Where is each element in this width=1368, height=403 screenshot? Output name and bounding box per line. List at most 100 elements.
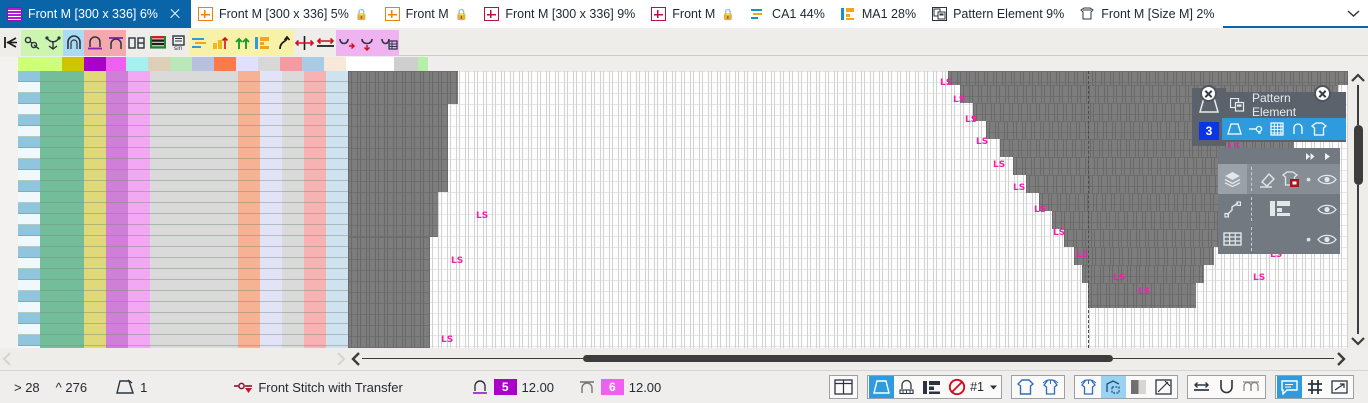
- column-band[interactable]: [40, 71, 62, 348]
- column-cell[interactable]: [106, 335, 128, 346]
- column-cell[interactable]: [0, 192, 18, 203]
- column-cell[interactable]: [326, 258, 348, 269]
- scroll-left-arrow[interactable]: [348, 351, 362, 366]
- column-cell[interactable]: [62, 192, 84, 203]
- column-cell[interactable]: [194, 291, 216, 302]
- layers-icon[interactable]: [1218, 164, 1248, 194]
- column-color-cell[interactable]: [170, 57, 192, 71]
- column-cell[interactable]: [106, 203, 128, 214]
- column-cell[interactable]: [106, 192, 128, 203]
- sin-function-button[interactable]: sin: [168, 31, 189, 55]
- column-cell[interactable]: [172, 93, 194, 104]
- column-cell[interactable]: [40, 82, 62, 93]
- column-cell[interactable]: [0, 302, 18, 313]
- go-to-start-button[interactable]: [0, 31, 21, 55]
- column-cell[interactable]: [194, 302, 216, 313]
- comment-icon[interactable]: [1277, 376, 1302, 398]
- column-cell[interactable]: [172, 313, 194, 324]
- column-cell[interactable]: [216, 159, 238, 170]
- column-cell[interactable]: [326, 247, 348, 258]
- column-cell[interactable]: [62, 181, 84, 192]
- column-cell[interactable]: [216, 313, 238, 324]
- edit-box-icon[interactable]: [1151, 376, 1176, 398]
- spread-horizontal-button[interactable]: [294, 31, 315, 55]
- column-cell[interactable]: [238, 115, 260, 126]
- column-cell[interactable]: [18, 247, 40, 258]
- column-cell[interactable]: [304, 93, 326, 104]
- column-cell[interactable]: [84, 302, 106, 313]
- column-cell[interactable]: [128, 247, 150, 258]
- scroll-down-arrow[interactable]: [1351, 334, 1365, 348]
- column-cell[interactable]: [62, 115, 84, 126]
- column-cell[interactable]: [40, 126, 62, 137]
- column-cell[interactable]: [304, 335, 326, 346]
- column-cell[interactable]: [260, 247, 282, 258]
- column-cell[interactable]: [326, 159, 348, 170]
- column-cell[interactable]: [84, 280, 106, 291]
- column-color-cell[interactable]: [324, 57, 346, 71]
- scroll-up-arrow[interactable]: [1351, 71, 1365, 85]
- column-cell[interactable]: [238, 335, 260, 346]
- column-color-cell[interactable]: [370, 57, 394, 71]
- column-color-cell[interactable]: [40, 57, 62, 71]
- column-cell[interactable]: [326, 115, 348, 126]
- column-band[interactable]: [304, 71, 326, 348]
- column-cell[interactable]: [304, 313, 326, 324]
- shirt-fan-icon[interactable]: [1038, 376, 1063, 398]
- stitch-arc-button[interactable]: [63, 31, 84, 55]
- column-cell[interactable]: [150, 93, 172, 104]
- column-cell[interactable]: [260, 126, 282, 137]
- column-cell[interactable]: [84, 71, 106, 82]
- tab-front-m-size-m[interactable]: Front M [Size M] 2%: [1073, 0, 1224, 28]
- rotate-up-button[interactable]: [273, 31, 294, 55]
- column-cell[interactable]: [150, 148, 172, 159]
- column-cell[interactable]: [172, 71, 194, 82]
- column-cell[interactable]: [216, 280, 238, 291]
- needle-icon[interactable]: [1246, 120, 1265, 138]
- column-cell[interactable]: [84, 192, 106, 203]
- column-cell[interactable]: [18, 203, 40, 214]
- column-cell[interactable]: [260, 159, 282, 170]
- column-cell[interactable]: [194, 225, 216, 236]
- column-cell[interactable]: [150, 269, 172, 280]
- close-icon[interactable]: [168, 7, 182, 21]
- column-cell[interactable]: [18, 258, 40, 269]
- column-cell[interactable]: [216, 269, 238, 280]
- column-cell[interactable]: [150, 258, 172, 269]
- module-blocks-icon[interactable]: [1257, 201, 1302, 217]
- column-color-cell[interactable]: [192, 57, 214, 71]
- column-cell[interactable]: [326, 335, 348, 346]
- column-cell[interactable]: [282, 302, 304, 313]
- column-cell[interactable]: [128, 181, 150, 192]
- column-cell[interactable]: [128, 159, 150, 170]
- column-cell[interactable]: [260, 104, 282, 115]
- column-cell[interactable]: [150, 291, 172, 302]
- column-cell[interactable]: [216, 247, 238, 258]
- back-stitch-value[interactable]: 6 12.00: [578, 379, 661, 395]
- transfer-right-button[interactable]: [336, 31, 357, 55]
- column-cell[interactable]: [84, 313, 106, 324]
- column-cell[interactable]: [172, 203, 194, 214]
- column-cell[interactable]: [0, 269, 18, 280]
- column-cell[interactable]: [0, 170, 18, 181]
- column-cell[interactable]: [238, 203, 260, 214]
- column-cell[interactable]: [128, 346, 150, 348]
- column-cell[interactable]: [84, 291, 106, 302]
- column-cell[interactable]: [0, 137, 18, 148]
- column-cell[interactable]: [40, 346, 62, 348]
- column-cell[interactable]: [172, 236, 194, 247]
- column-cell[interactable]: [18, 280, 40, 291]
- column-cell[interactable]: [260, 93, 282, 104]
- column-cell[interactable]: [150, 170, 172, 181]
- column-cell[interactable]: [194, 269, 216, 280]
- column-cell[interactable]: [304, 236, 326, 247]
- column-cell[interactable]: [18, 225, 40, 236]
- column-cell[interactable]: [40, 324, 62, 335]
- needle-bed-button[interactable]: [147, 31, 168, 55]
- column-cell[interactable]: [282, 104, 304, 115]
- column-cell[interactable]: [40, 159, 62, 170]
- column-cell[interactable]: [106, 82, 128, 93]
- column-color-ruler[interactable]: [0, 57, 428, 71]
- column-cell[interactable]: [150, 302, 172, 313]
- column-band[interactable]: [172, 71, 194, 348]
